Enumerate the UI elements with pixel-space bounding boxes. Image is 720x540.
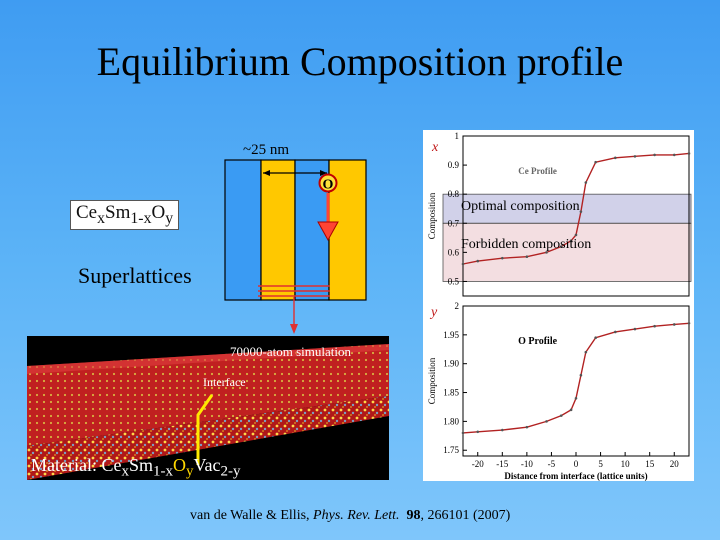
data-point (559, 414, 563, 417)
data-point (672, 323, 676, 326)
data-point (476, 430, 480, 434)
band-1 (442, 222, 692, 282)
chart-frame (462, 305, 690, 457)
chart-title: Ce Profile (518, 166, 557, 176)
y-tick-label: 0.6 (448, 247, 460, 257)
data-point (574, 233, 578, 237)
chart-title: O Profile (518, 336, 558, 347)
series-line (462, 152, 690, 265)
data-point (501, 256, 504, 260)
profile-graphs-svg: 1 0.9 0.8 0.7 0.6 0.5 Ce Profile Composition 2 1.… (427, 131, 692, 481)
data-point (545, 251, 548, 254)
data-point (672, 153, 676, 157)
y-axis-label: Composition (427, 192, 437, 239)
profile-graphs: 1 0.9 0.8 0.7 0.6 0.5 Ce Profile Composition 2 1.… (423, 130, 694, 481)
chart-frame (462, 135, 690, 297)
superlattices-label: Superlattices (78, 263, 192, 288)
interface-pointer (196, 394, 214, 465)
y-tick-label: 1.90 (443, 359, 459, 369)
y-tick-label: 1.85 (443, 388, 459, 398)
x-tick-label: 5 (598, 459, 603, 469)
oxygen-marker-label: O (323, 178, 334, 193)
scale-label: ~25 nm (243, 142, 290, 158)
formula-label: CexSm1-xOy (70, 200, 180, 230)
data-point (461, 262, 465, 266)
y-variable-label: y (431, 305, 438, 320)
data-point (476, 259, 480, 263)
data-point (461, 431, 465, 435)
data-point (579, 373, 583, 377)
x-tick-label: 0 (574, 459, 579, 469)
data-point (525, 425, 529, 429)
y-tick-label: 1.95 (443, 330, 459, 340)
y-tick-label: 1 (455, 131, 460, 141)
citation: van de Walle & Ellis, Phys. Rev. Lett. 9… (190, 508, 511, 523)
x-tick-label: 10 (621, 459, 631, 469)
data-point (584, 350, 588, 354)
layer-blue-1 (224, 159, 262, 301)
data-point (614, 156, 617, 160)
data-point (545, 420, 548, 423)
band-0 (442, 193, 692, 224)
data-point (594, 160, 597, 164)
data-point (569, 408, 573, 412)
simulation-image (27, 336, 389, 480)
y-tick-label: 0.5 (448, 276, 460, 286)
data-point (687, 322, 691, 325)
simulation-label: 70000-atom simulation (230, 344, 351, 359)
y-axis-label: Composition (427, 357, 437, 404)
optimal-composition-label: Optimal composition (461, 199, 580, 214)
data-point (574, 397, 578, 400)
forbidden-composition-label: Forbidden composition (461, 237, 592, 252)
data-point (501, 428, 504, 432)
x-tick-label: -15 (496, 459, 508, 469)
data-point (569, 239, 573, 243)
data-point (584, 181, 588, 184)
data-point (559, 245, 563, 248)
material-label: Material: CexSm1-xOyVac2-y (31, 455, 241, 480)
x-tick-label: -10 (521, 459, 533, 469)
data-point (614, 330, 617, 334)
data-point (653, 324, 656, 328)
data-point (687, 152, 691, 155)
y-tick-label: 1.80 (443, 416, 459, 426)
x-variable-label: x (432, 140, 439, 155)
page-title: Equilibrium Composition profile (96, 39, 624, 84)
y-tick-label: 0.9 (448, 160, 460, 170)
data-point (594, 336, 597, 340)
x-tick-label: -5 (548, 459, 556, 469)
x-tick-label: 20 (670, 459, 680, 469)
simulation-slab (27, 344, 389, 480)
x-tick-label: -20 (472, 459, 484, 469)
y-tick-label: 0.7 (448, 218, 460, 228)
oxygen-marker (318, 173, 338, 193)
x-axis-label: Distance from interface (lattice units) (504, 471, 647, 481)
data-point (525, 255, 529, 259)
layer-yellow-1 (260, 159, 296, 301)
data-point (579, 210, 583, 213)
y-tick-label: 1.75 (443, 445, 459, 455)
y-tick-label: 2 (455, 301, 460, 311)
data-point (653, 153, 656, 157)
x-tick-label: 15 (645, 459, 655, 469)
data-point (633, 327, 637, 331)
y-tick-label: 0.8 (448, 189, 460, 199)
interface-label: Interface (203, 375, 246, 389)
series-line (462, 322, 690, 434)
data-point (633, 155, 637, 158)
